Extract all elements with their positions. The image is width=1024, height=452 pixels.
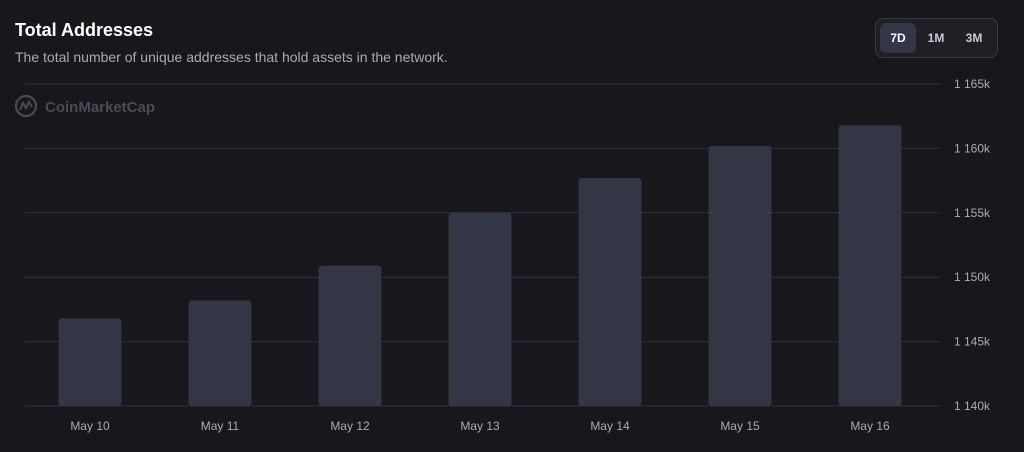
time-range-selector: 7D 1M 3M <box>875 18 998 58</box>
x-tick-label: May 16 <box>850 419 890 433</box>
bar[interactable] <box>448 212 512 406</box>
watermark: CoinMarketCap <box>14 94 155 118</box>
bar[interactable] <box>578 178 642 406</box>
x-tick-label: May 15 <box>720 419 760 433</box>
chart-subtitle: The total number of unique addresses tha… <box>15 49 448 65</box>
range-3m-button[interactable]: 3M <box>956 23 992 53</box>
y-tick-label: 1 150k <box>954 270 991 284</box>
y-tick-label: 1 155k <box>954 206 991 220</box>
chart-title: Total Addresses <box>15 20 154 40</box>
y-axis: 1 140k 1 145k 1 150k 1 155k 1 160k 1 165k <box>954 77 991 413</box>
y-tick-label: 1 140k <box>954 399 991 413</box>
bars <box>58 125 902 406</box>
bar[interactable] <box>58 318 122 406</box>
x-tick-label: May 10 <box>70 419 110 433</box>
y-tick-label: 1 145k <box>954 335 991 349</box>
x-axis: May 10 May 11 May 12 May 13 May 14 May 15 May … <box>70 419 890 433</box>
range-1m-button[interactable]: 1M <box>918 23 954 53</box>
x-tick-label: May 11 <box>201 419 240 433</box>
y-tick-label: 1 165k <box>954 77 991 91</box>
x-tick-label: May 13 <box>460 419 500 433</box>
bar[interactable] <box>188 300 252 406</box>
y-tick-label: 1 160k <box>954 141 991 155</box>
coinmarketcap-logo-icon <box>14 94 38 118</box>
bar[interactable] <box>708 145 772 406</box>
x-tick-label: May 14 <box>590 419 630 433</box>
bar[interactable] <box>838 125 902 406</box>
range-7d-button[interactable]: 7D <box>880 23 916 53</box>
bar[interactable] <box>318 265 382 406</box>
x-tick-label: May 12 <box>330 419 370 433</box>
watermark-text: CoinMarketCap <box>45 99 155 116</box>
